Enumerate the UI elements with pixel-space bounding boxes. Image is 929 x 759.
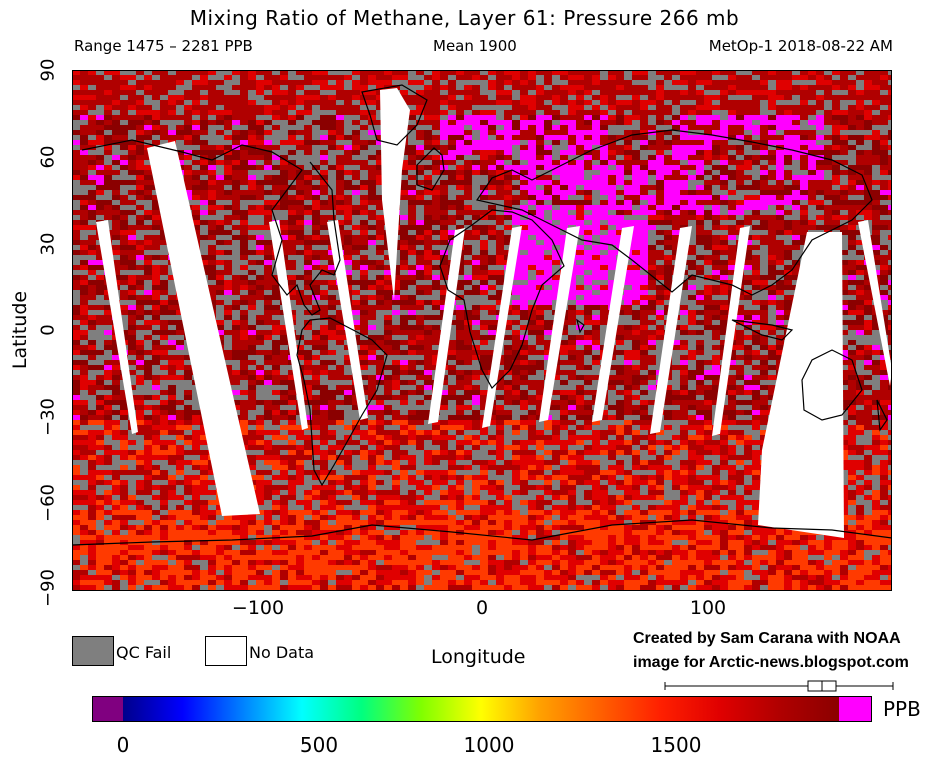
qc-fail-label: QC Fail: [116, 643, 172, 662]
qc-fail-swatch: [72, 636, 114, 666]
colorbar-tick-label: 1500: [650, 733, 702, 757]
credit-line-2: image for Arctic-news.blogspot.com: [633, 654, 909, 671]
y-tick-label: 90: [37, 58, 59, 82]
x-tick-label: 0: [475, 597, 489, 619]
colorbar: [92, 696, 872, 722]
colorbar-unit: PPB: [883, 697, 921, 721]
y-tick-label: 60: [37, 145, 59, 169]
methane-map: [72, 70, 892, 591]
satellite-date-label: MetOp-1 2018-08-22 AM: [708, 37, 893, 55]
mean-label: Mean 1900: [433, 37, 517, 55]
y-tick-label: 0: [37, 324, 59, 336]
page-title: Mixing Ratio of Methane, Layer 61: Press…: [189, 6, 740, 30]
no-data-label: No Data: [249, 643, 315, 662]
y-tick-label: 30: [37, 232, 59, 256]
y-tick-label: −90: [37, 569, 59, 607]
range-label: Range 1475 – 2281 PPB: [74, 37, 253, 55]
y-tick-label: −30: [37, 398, 59, 436]
map-frame: [72, 70, 892, 591]
colorbar-tick-label: 1000: [463, 733, 515, 757]
y-tick-label: −60: [37, 484, 59, 522]
scale-indicator: [664, 680, 894, 692]
x-tick-label: −100: [231, 597, 285, 619]
colorbar-tick-label: 0: [116, 733, 130, 757]
no-data-swatch: [205, 636, 247, 666]
coastlines: [72, 84, 892, 546]
colorbar-tick-label: 500: [299, 733, 339, 757]
x-tick-label: 100: [689, 597, 727, 619]
y-axis-title: Latitude: [9, 290, 31, 370]
credit-line-1: Created by Sam Carana with NOAA: [633, 630, 901, 647]
x-axis-title: Longitude: [431, 646, 526, 668]
no-data-swaths: [96, 88, 892, 538]
